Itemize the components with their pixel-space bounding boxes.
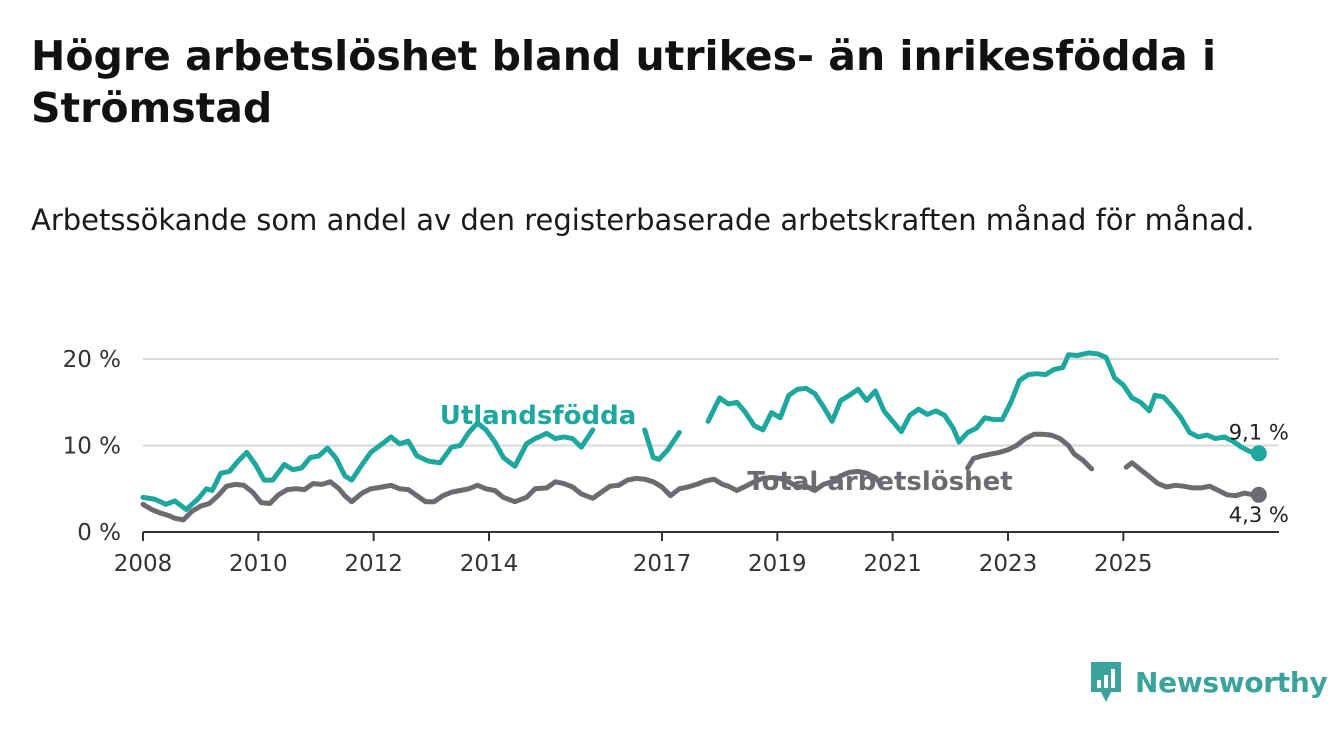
series-line-total-arbetsloshet — [965, 431, 1095, 472]
newsworthy-logo: Newsworthy — [1089, 660, 1328, 704]
series-line-total-arbetsloshet — [1123, 460, 1262, 499]
chart-labels: 9,1 % 4,3 % Utlandsfödda Total arbetslöshet — [440, 401, 1289, 527]
x-tick-label: 2008 — [114, 551, 173, 577]
series-label-utlandsfodda: Utlandsfödda — [440, 401, 637, 431]
y-tick-label: 20 % — [63, 347, 121, 373]
series-line-utlandsfodda — [140, 420, 596, 512]
x-tick-label: 2019 — [748, 551, 807, 577]
chart-title: Högre arbetslöshet bland utrikes- än inr… — [31, 32, 1216, 132]
y-tick-label: 10 % — [63, 434, 121, 460]
x-tick-label: 2012 — [344, 551, 403, 577]
gridlines — [143, 358, 1279, 447]
series-line-utlandsfodda — [705, 350, 1262, 456]
end-label-total-arbetsloshet: 4,3 % — [1229, 503, 1289, 527]
x-tick-label: 2023 — [979, 551, 1038, 577]
x-tick-label: 2021 — [863, 551, 922, 577]
axes: 0 % 10 % 20 % 2008 2010 2012 2014 2017 2019 2021 2… — [63, 347, 1279, 577]
series-line-total-arbetsloshet — [140, 468, 884, 523]
x-tick-label: 2014 — [460, 551, 519, 577]
x-tick-label: 2017 — [633, 551, 692, 577]
x-tick-label: 2010 — [229, 551, 288, 577]
x-tick-label: 2025 — [1094, 551, 1153, 577]
newsworthy-logo-icon — [1091, 662, 1121, 702]
newsworthy-logo-text: Newsworthy — [1135, 665, 1328, 699]
end-label-utlandsfodda: 9,1 % — [1229, 420, 1289, 444]
end-point-utlandsfodda — [1250, 445, 1267, 462]
series-lines — [140, 350, 1267, 523]
series-line-utlandsfodda — [642, 427, 682, 462]
series-label-total-arbetsloshet: Total arbetslöshet — [747, 467, 1012, 497]
y-tick-label: 0 % — [77, 520, 121, 546]
end-point-total-arbetsloshet — [1250, 486, 1267, 503]
chart-subtitle: Arbetssökande som andel av den registerb… — [31, 203, 1255, 237]
